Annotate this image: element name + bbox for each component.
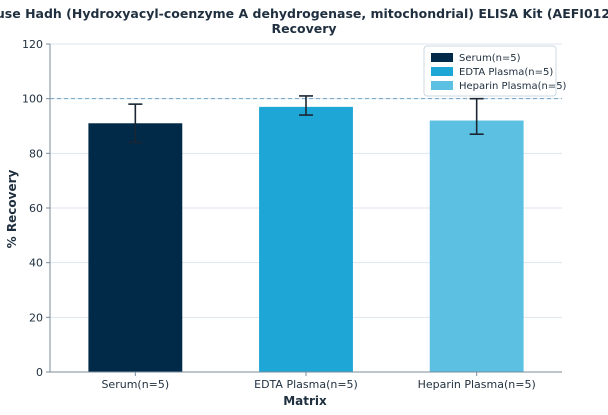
x-tick-label: EDTA Plasma(n=5) (254, 378, 358, 391)
legend-swatch-0 (431, 53, 453, 62)
y-tick-label: 60 (29, 202, 43, 215)
legend-swatch-1 (431, 67, 453, 76)
bars (88, 106, 524, 373)
y-tick-label: 80 (29, 147, 43, 160)
x-tick-label: Heparin Plasma(n=5) (418, 378, 536, 391)
y-tick-label: 0 (36, 366, 43, 379)
x-axis-label: Matrix (283, 394, 327, 408)
chart-title: Mouse Hadh (Hydroxyacyl-coenzyme A dehyd… (0, 6, 608, 21)
y-axis-label: % Recovery (5, 170, 19, 249)
chart-subtitle: Recovery (271, 21, 336, 36)
x-axis-ticks: Serum(n=5) EDTA Plasma(n=5) Heparin Plasma… (101, 372, 536, 391)
bar-0 (88, 123, 183, 373)
y-axis-ticks: 0 20 40 60 80 100 120 (22, 38, 50, 379)
legend-label-0: Serum(n=5) (459, 53, 521, 64)
legend-label-2: Heparin Plasma(n=5) (459, 81, 567, 92)
x-tick-label: Serum(n=5) (101, 378, 169, 391)
legend-box (423, 45, 557, 97)
error-bars (128, 95, 484, 144)
y-tick-label: 100 (22, 93, 43, 106)
y-tick-label: 20 (29, 311, 43, 324)
legend-label-1: EDTA Plasma(n=5) (459, 67, 553, 78)
bar-2 (429, 120, 524, 373)
bar-1 (259, 106, 353, 372)
legend-swatch-2 (431, 81, 453, 90)
legend: Serum(n=5) EDTA Plasma(n=5) Heparin Plasma… (423, 45, 567, 97)
y-tick-label: 120 (22, 38, 43, 51)
y-tick-label: 40 (29, 257, 43, 270)
